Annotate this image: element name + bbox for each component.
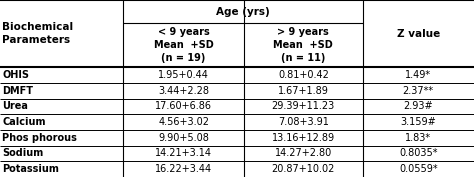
Text: 4.56+3.02: 4.56+3.02 [158,117,209,127]
Text: DMFT: DMFT [2,86,33,96]
Text: Age (yrs): Age (yrs) [216,7,270,16]
Text: 13.16+12.89: 13.16+12.89 [272,133,335,143]
Text: 0.8035*: 0.8035* [399,149,438,158]
Text: 3.44+2.28: 3.44+2.28 [158,86,209,96]
Text: 0.0559*: 0.0559* [399,164,438,174]
Text: 1.95+0.44: 1.95+0.44 [158,70,209,80]
Text: 29.39+11.23: 29.39+11.23 [272,101,335,112]
Text: 1.83*: 1.83* [405,133,431,143]
Text: 9.90+5.08: 9.90+5.08 [158,133,209,143]
Text: Phos phorous: Phos phorous [2,133,77,143]
Text: 0.81+0.42: 0.81+0.42 [278,70,329,80]
Text: Potassium: Potassium [2,164,59,174]
Text: Biochemical
Parameters: Biochemical Parameters [2,22,73,45]
Text: Sodium: Sodium [2,149,44,158]
Text: 20.87+10.02: 20.87+10.02 [272,164,335,174]
Text: 2.93#: 2.93# [403,101,433,112]
Text: 3.159#: 3.159# [401,117,436,127]
Text: > 9 years
Mean  +SD
(n = 11): > 9 years Mean +SD (n = 11) [273,27,333,63]
Text: Z value: Z value [397,29,440,39]
Text: Urea: Urea [2,101,28,112]
Text: 2.37**: 2.37** [403,86,434,96]
Text: 1.67+1.89: 1.67+1.89 [278,86,329,96]
Text: 17.60+6.86: 17.60+6.86 [155,101,212,112]
Text: 1.49*: 1.49* [405,70,431,80]
Text: 7.08+3.91: 7.08+3.91 [278,117,329,127]
Text: Calcium: Calcium [2,117,46,127]
Text: 16.22+3.44: 16.22+3.44 [155,164,212,174]
Text: OHIS: OHIS [2,70,29,80]
Text: 14.21+3.14: 14.21+3.14 [155,149,212,158]
Text: < 9 years
Mean  +SD
(n = 19): < 9 years Mean +SD (n = 19) [154,27,214,63]
Text: 14.27+2.80: 14.27+2.80 [275,149,332,158]
